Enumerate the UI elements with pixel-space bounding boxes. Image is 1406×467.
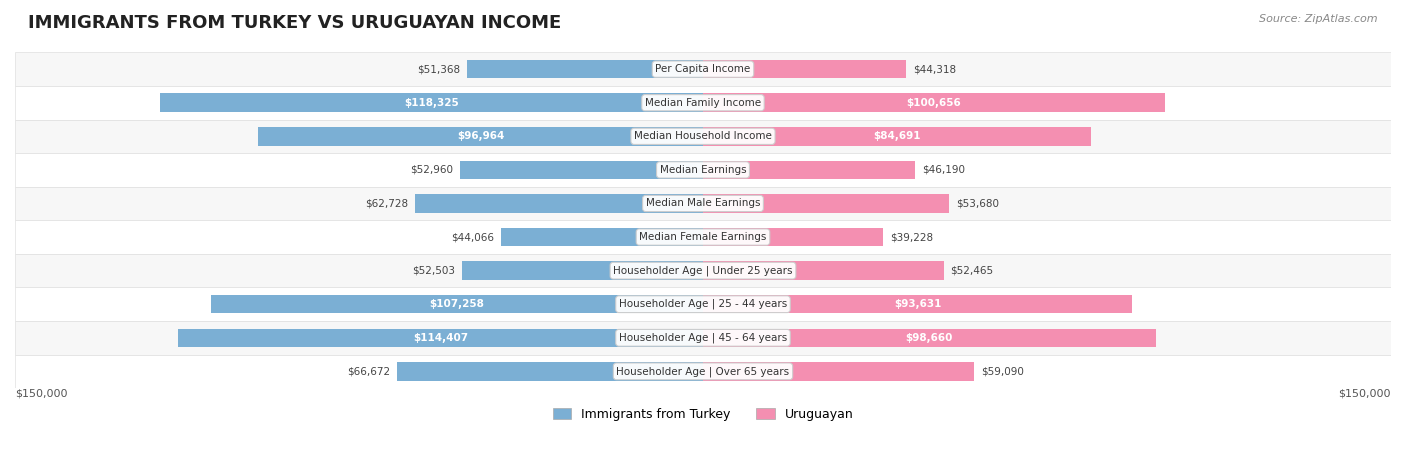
Text: $84,691: $84,691	[873, 131, 921, 142]
FancyBboxPatch shape	[703, 60, 907, 78]
FancyBboxPatch shape	[259, 127, 703, 146]
Text: $150,000: $150,000	[1339, 388, 1391, 398]
Text: Householder Age | 45 - 64 years: Householder Age | 45 - 64 years	[619, 333, 787, 343]
Text: $59,090: $59,090	[981, 367, 1024, 376]
FancyBboxPatch shape	[15, 354, 1391, 388]
FancyBboxPatch shape	[15, 52, 1391, 86]
FancyBboxPatch shape	[703, 228, 883, 246]
Text: $66,672: $66,672	[347, 367, 391, 376]
Text: $52,960: $52,960	[411, 165, 453, 175]
Text: Median Household Income: Median Household Income	[634, 131, 772, 142]
Text: $98,660: $98,660	[905, 333, 953, 343]
FancyBboxPatch shape	[160, 93, 703, 112]
FancyBboxPatch shape	[501, 228, 703, 246]
Text: Householder Age | 25 - 44 years: Householder Age | 25 - 44 years	[619, 299, 787, 310]
Text: $44,318: $44,318	[912, 64, 956, 74]
FancyBboxPatch shape	[460, 161, 703, 179]
FancyBboxPatch shape	[179, 329, 703, 347]
Text: $46,190: $46,190	[922, 165, 965, 175]
Legend: Immigrants from Turkey, Uruguayan: Immigrants from Turkey, Uruguayan	[548, 403, 858, 425]
Text: Per Capita Income: Per Capita Income	[655, 64, 751, 74]
FancyBboxPatch shape	[703, 295, 1132, 313]
Text: Median Female Earnings: Median Female Earnings	[640, 232, 766, 242]
FancyBboxPatch shape	[398, 362, 703, 381]
FancyBboxPatch shape	[15, 321, 1391, 354]
Text: $118,325: $118,325	[405, 98, 458, 108]
Text: $44,066: $44,066	[451, 232, 494, 242]
FancyBboxPatch shape	[15, 86, 1391, 120]
FancyBboxPatch shape	[703, 262, 943, 280]
Text: $114,407: $114,407	[413, 333, 468, 343]
FancyBboxPatch shape	[703, 127, 1091, 146]
Text: Householder Age | Over 65 years: Householder Age | Over 65 years	[616, 366, 790, 376]
FancyBboxPatch shape	[15, 254, 1391, 287]
Text: $96,964: $96,964	[457, 131, 505, 142]
FancyBboxPatch shape	[703, 194, 949, 212]
FancyBboxPatch shape	[467, 60, 703, 78]
Text: Source: ZipAtlas.com: Source: ZipAtlas.com	[1260, 14, 1378, 24]
FancyBboxPatch shape	[15, 120, 1391, 153]
FancyBboxPatch shape	[703, 93, 1164, 112]
FancyBboxPatch shape	[15, 153, 1391, 187]
Text: Householder Age | Under 25 years: Householder Age | Under 25 years	[613, 265, 793, 276]
Text: $39,228: $39,228	[890, 232, 934, 242]
Text: $51,368: $51,368	[418, 64, 461, 74]
FancyBboxPatch shape	[463, 262, 703, 280]
Text: $100,656: $100,656	[907, 98, 962, 108]
FancyBboxPatch shape	[15, 187, 1391, 220]
Text: Median Earnings: Median Earnings	[659, 165, 747, 175]
FancyBboxPatch shape	[703, 362, 974, 381]
Text: Median Family Income: Median Family Income	[645, 98, 761, 108]
FancyBboxPatch shape	[15, 287, 1391, 321]
Text: $93,631: $93,631	[894, 299, 942, 309]
FancyBboxPatch shape	[703, 161, 915, 179]
Text: $52,465: $52,465	[950, 266, 994, 276]
Text: IMMIGRANTS FROM TURKEY VS URUGUAYAN INCOME: IMMIGRANTS FROM TURKEY VS URUGUAYAN INCO…	[28, 14, 561, 32]
Text: $52,503: $52,503	[412, 266, 456, 276]
FancyBboxPatch shape	[15, 220, 1391, 254]
FancyBboxPatch shape	[211, 295, 703, 313]
Text: Median Male Earnings: Median Male Earnings	[645, 198, 761, 208]
Text: $150,000: $150,000	[15, 388, 67, 398]
Text: $53,680: $53,680	[956, 198, 1000, 208]
FancyBboxPatch shape	[415, 194, 703, 212]
Text: $62,728: $62,728	[366, 198, 408, 208]
Text: $107,258: $107,258	[430, 299, 485, 309]
FancyBboxPatch shape	[703, 329, 1156, 347]
